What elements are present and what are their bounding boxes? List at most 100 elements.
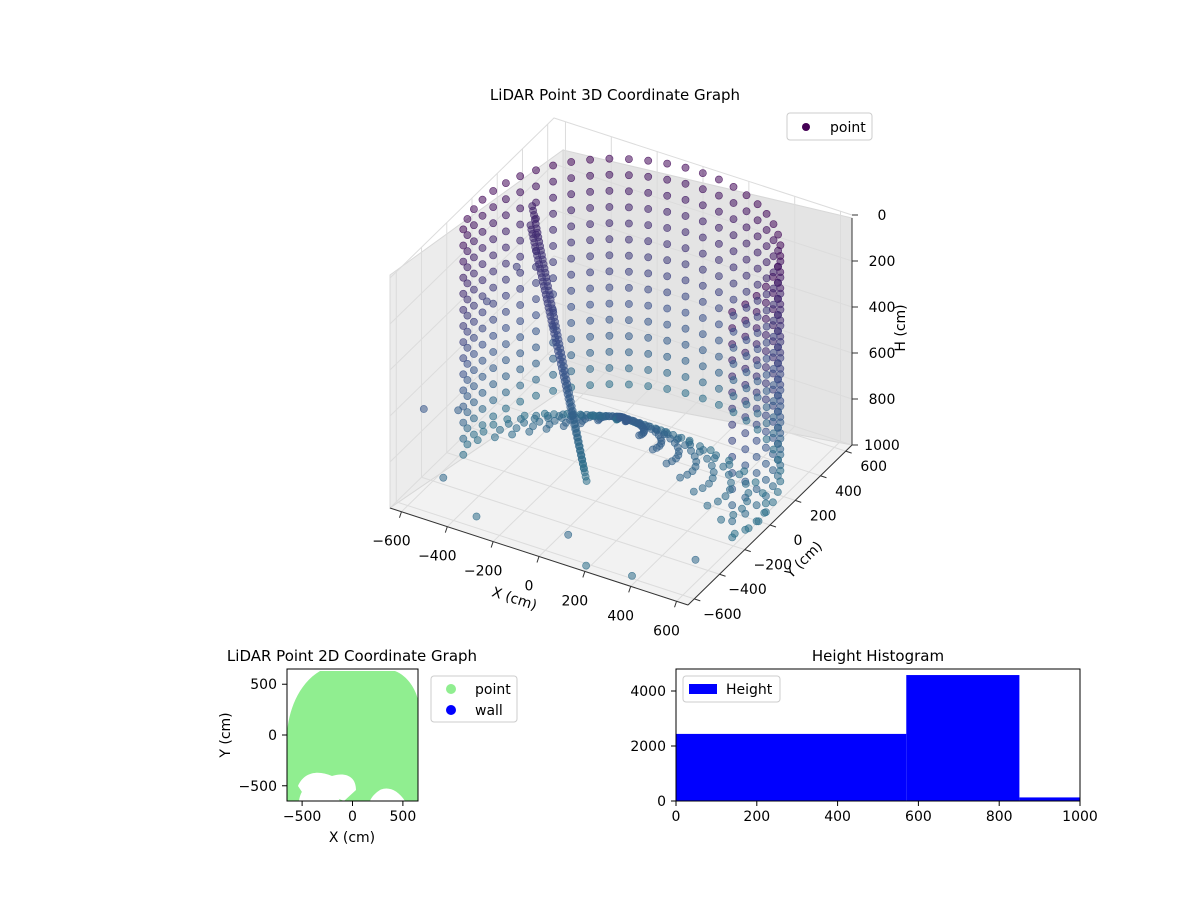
scatter-point-3d <box>698 314 707 322</box>
scatter-point-3d <box>769 397 778 406</box>
scatter-point-3d <box>744 524 753 533</box>
scatter-point-3d <box>459 305 468 314</box>
scatter-point-3d <box>549 225 557 234</box>
scatter-point-3d <box>681 292 690 301</box>
scatter-point-3d <box>681 373 690 381</box>
x-axis-label-2d: X (cm) <box>329 830 375 846</box>
x-tick-mark-3d <box>628 586 632 593</box>
scatter-point-3d <box>532 279 540 287</box>
scatter-point-3d <box>769 348 778 357</box>
scatter-point-3d <box>580 464 588 473</box>
scatter-point-3d <box>567 238 576 247</box>
scatter-point-3d <box>567 319 576 327</box>
scatter-point-3d <box>681 276 690 285</box>
scatter-point-3d <box>501 211 510 220</box>
scatter-point-3d <box>549 242 557 250</box>
scatter-point-3d <box>742 191 751 200</box>
scatter-point-3d <box>715 175 723 184</box>
scatter-point-3d <box>469 430 478 439</box>
hist-y-tick-label: 2000 <box>630 739 666 755</box>
legend-3d-label: point <box>830 120 866 136</box>
scatter-point-3d <box>567 270 576 279</box>
scatter-point-3d <box>605 267 614 276</box>
scatter-point-3d <box>469 221 478 230</box>
scatter-point-3d <box>625 364 633 373</box>
y-tick-label-2d: 500 <box>250 677 277 693</box>
z-tick-label-3d: 600 <box>869 346 896 362</box>
scatter-point-3d <box>663 272 672 281</box>
scatter-point-3d <box>478 227 487 236</box>
scatter-point-3d <box>478 308 487 317</box>
x-tick-label-3d: 0 <box>525 579 534 595</box>
scatter-point-3d <box>698 281 707 290</box>
scatter-point-3d <box>676 473 684 482</box>
scatter-point-3d <box>726 485 734 494</box>
scatter-point-3d <box>681 212 690 220</box>
scatter-point-3d <box>753 329 762 337</box>
scatter-point-3d <box>439 473 448 482</box>
scatter-point-3d <box>644 221 653 229</box>
scatter-point-3d <box>687 446 695 455</box>
scatter-point-3d <box>774 391 782 400</box>
scatter-point-3d <box>776 466 785 475</box>
scatter-point-3d <box>762 370 771 379</box>
scatter-point-3d <box>698 297 707 306</box>
z-tick-label-3d: 400 <box>869 300 896 316</box>
scatter-point-3d <box>459 322 468 330</box>
scatter-point-3d <box>776 477 785 486</box>
y-tick-mark-3d <box>719 573 726 577</box>
scatter-point-3d <box>769 466 777 474</box>
scatter-point-3d <box>605 170 614 179</box>
scatter-point-3d <box>605 219 614 227</box>
scatter-point-3d <box>774 278 782 287</box>
scatter-point-3d <box>478 388 487 397</box>
scatter-point-3d <box>478 372 487 381</box>
scatter-point-3d <box>752 469 761 477</box>
scatter-point-3d <box>635 431 644 440</box>
legend-hist: Height <box>682 675 781 703</box>
scatter-point-3d <box>715 368 723 377</box>
scatter-point-3d <box>567 286 576 295</box>
x-tick-label-3d: −400 <box>418 549 456 565</box>
scatter-point-3d <box>625 267 633 276</box>
scatter-point-3d <box>516 172 525 181</box>
hist-x-tick-label: 600 <box>905 809 932 825</box>
scatter-point-3d <box>463 215 472 223</box>
scatter-point-3d <box>751 478 760 487</box>
scatter-point-3d <box>742 271 751 280</box>
scatter-point-3d <box>742 303 751 312</box>
scatter-point-3d <box>774 311 782 319</box>
scatter-point-3d <box>708 474 717 483</box>
scatter-point-3d <box>532 411 541 420</box>
scatter-point-3d <box>605 299 614 308</box>
scatter-point-3d <box>469 285 478 294</box>
scatter-point-3d <box>762 242 771 250</box>
x-tick-label-3d: 400 <box>607 608 634 624</box>
scatter-point-3d <box>743 497 751 506</box>
scatter-point-3d <box>469 269 478 278</box>
scatter-point-3d <box>758 489 767 497</box>
y-tick-label-3d: 0 <box>794 533 803 549</box>
scatter-point-3d <box>501 275 510 284</box>
scatter-point-3d <box>698 265 707 274</box>
z-tick-label-3d: 200 <box>869 254 896 270</box>
scatter-point-3d <box>463 408 472 417</box>
scatter-point-3d <box>625 155 633 163</box>
points-3d <box>419 154 785 580</box>
scatter-point-3d <box>769 381 778 389</box>
scatter-point-3d <box>729 215 738 223</box>
scatter-point-3d <box>605 331 614 340</box>
scatter-point-3d <box>501 324 510 332</box>
scatter-point-3d <box>774 246 782 255</box>
scatter-point-3d <box>753 200 762 209</box>
scatter-point-3d <box>469 317 478 326</box>
scatter-point-3d <box>753 377 762 386</box>
scatter-point-3d <box>473 436 482 444</box>
legend-hist-label: Height <box>726 682 773 698</box>
scatter-point-3d <box>742 320 751 328</box>
scatter-point-3d <box>625 187 633 196</box>
scatter-point-3d <box>689 487 698 496</box>
scatter-point-3d <box>532 391 540 400</box>
scatter-point-3d <box>459 370 468 379</box>
y-tick-mark-3d <box>769 524 777 528</box>
